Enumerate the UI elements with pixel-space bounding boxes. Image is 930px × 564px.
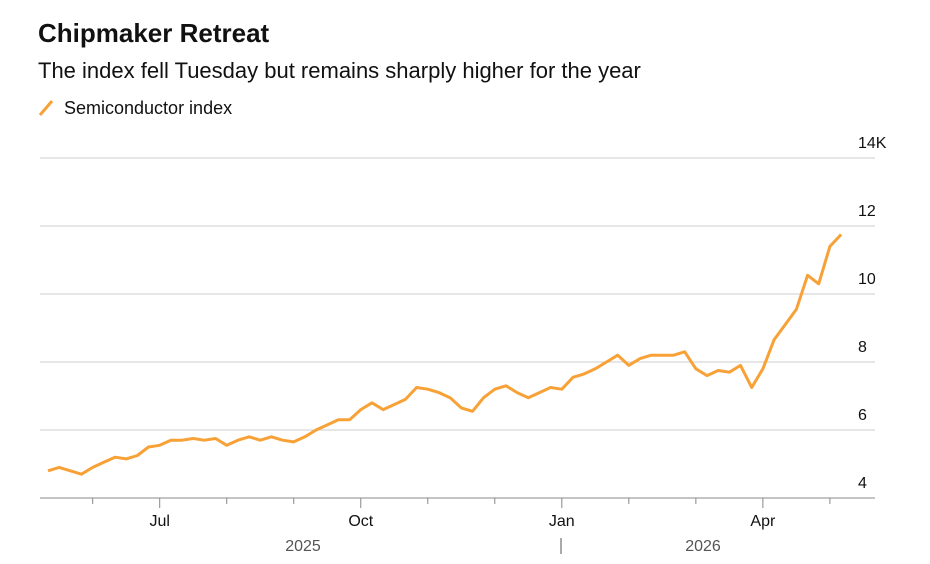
y-tick-label: 6 [858, 407, 867, 424]
year-label: 2025 [285, 538, 321, 555]
y-tick-label: 4 [858, 475, 867, 492]
x-tick-label: Oct [348, 513, 373, 530]
chart-subtitle: The index fell Tuesday but remains sharp… [38, 58, 641, 83]
year-label: 2026 [685, 538, 721, 555]
x-tick-label: Jul [149, 513, 169, 530]
x-tick-label: Apr [750, 513, 776, 530]
y-tick-label: 8 [858, 339, 867, 356]
x-tick-label: Jan [549, 513, 575, 530]
legend-label: Semiconductor index [64, 98, 232, 118]
y-tick-label: 12 [858, 203, 876, 220]
line [47, 233, 843, 476]
legend-swatch [38, 100, 54, 116]
y-tick-label: 14K [858, 135, 887, 152]
y-tick-label: 10 [858, 271, 876, 288]
chart-title: Chipmaker Retreat [38, 18, 270, 48]
